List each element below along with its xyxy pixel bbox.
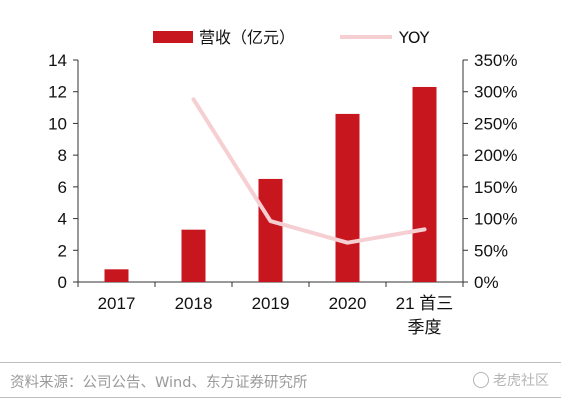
bar-revenue: [181, 229, 206, 282]
watermark-label: 老虎社区: [493, 373, 549, 389]
bar-revenue: [412, 86, 437, 282]
tiger-logo-icon: [473, 372, 489, 388]
source-note: 资料来源：公司公告、Wind、东方证券研究所: [10, 375, 308, 391]
right-tick-label: 250%: [474, 114, 517, 133]
left-tick-label: 14: [48, 51, 67, 70]
bottom-divider: [0, 397, 561, 398]
x-tick-label: 2017: [98, 294, 136, 313]
left-tick-label: 8: [58, 146, 67, 165]
plot-area: 0 2 4 6 8 10 12 14 0% 50% 100% 150% 200% 250% 300% 350%…: [48, 51, 517, 337]
bar-revenue: [258, 178, 283, 282]
left-tick-label: 4: [58, 210, 67, 229]
right-tick-label: 200%: [474, 146, 517, 165]
legend-label-yoy: YOY: [398, 28, 430, 47]
x-tick-label: 2019: [252, 294, 290, 313]
watermark: 老虎社区: [473, 370, 549, 390]
legend-swatch-revenue: [153, 31, 193, 43]
x-tick-label: 21 首三: [396, 294, 454, 313]
bar-revenue: [335, 113, 360, 283]
right-tick-label: 100%: [474, 210, 517, 229]
footer-divider: [0, 362, 561, 363]
right-tick-label: 50%: [474, 241, 508, 260]
x-tick-label: 2018: [175, 294, 213, 313]
right-tick-label: 150%: [474, 178, 517, 197]
bar-revenue: [104, 269, 129, 282]
right-tick-label: 0%: [474, 273, 499, 292]
line-yoy: [191, 97, 427, 245]
x-tick-label: 季度: [408, 318, 442, 337]
left-tick-label: 12: [48, 83, 67, 102]
right-tick-label: 350%: [474, 51, 517, 70]
left-tick-label: 6: [58, 178, 67, 197]
legend: 营收（亿元） YOY: [153, 28, 430, 47]
left-tick-label: 0: [58, 273, 67, 292]
left-tick-label: 2: [58, 241, 67, 260]
x-tick-label: 2020: [329, 294, 367, 313]
right-tick-label: 300%: [474, 83, 517, 102]
left-tick-label: 10: [48, 114, 67, 133]
legend-label-revenue: 营收（亿元）: [199, 28, 295, 47]
